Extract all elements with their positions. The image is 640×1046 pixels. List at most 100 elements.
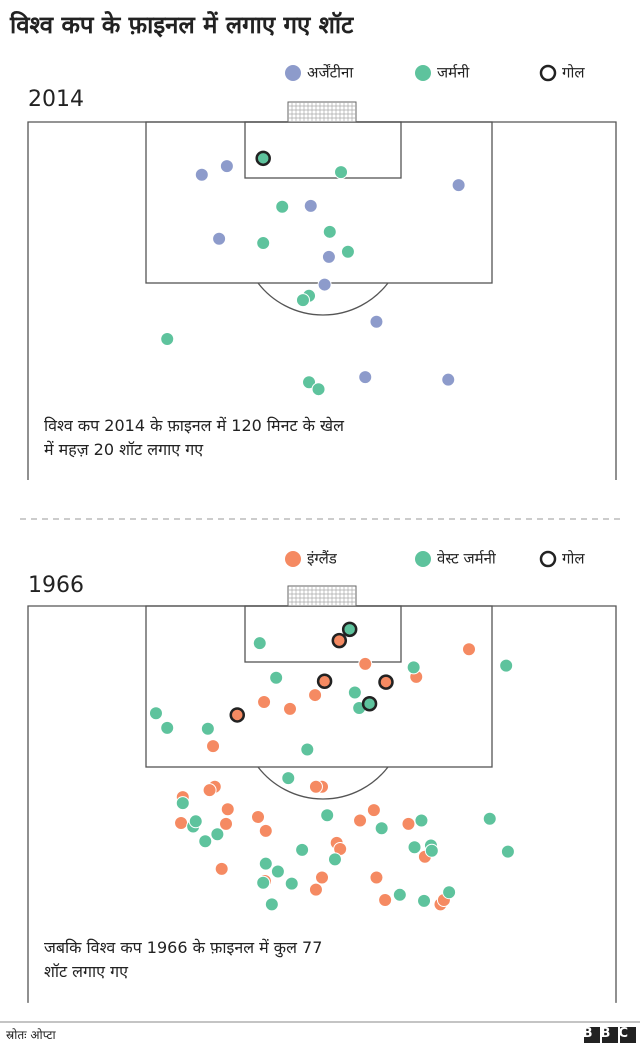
shot (366, 803, 381, 818)
shot (322, 224, 337, 239)
shot (499, 658, 514, 673)
six-yard-box (244, 121, 402, 179)
goal-shot (378, 674, 394, 690)
shot (347, 685, 362, 700)
shot (414, 813, 429, 828)
goal-shot (255, 150, 271, 167)
shot (353, 813, 368, 828)
legend-marker (285, 551, 301, 567)
shot (160, 332, 175, 347)
shot (257, 694, 272, 709)
shot (401, 816, 416, 831)
shot (256, 875, 271, 890)
goal-net (287, 585, 357, 607)
legend-marker (285, 65, 301, 81)
shot (340, 244, 355, 259)
shot (210, 827, 225, 842)
shot (194, 167, 209, 182)
shot (374, 821, 389, 836)
shot (251, 809, 266, 824)
shot (500, 844, 515, 859)
penalty-box (145, 121, 493, 284)
shot (300, 742, 315, 757)
shot (417, 893, 432, 908)
shot (441, 372, 456, 387)
shot (269, 670, 284, 685)
shot (270, 864, 285, 879)
shot (358, 656, 373, 671)
shot (308, 779, 323, 794)
shot (275, 199, 290, 214)
logo-box (584, 1027, 600, 1043)
goal-shot (331, 632, 348, 649)
shot (302, 375, 317, 390)
logo-box (602, 1027, 618, 1043)
goal-shot (229, 707, 246, 723)
shot (378, 893, 393, 907)
shot (281, 771, 296, 786)
shot (407, 840, 422, 855)
penalty-arc (257, 766, 389, 800)
shot (256, 236, 271, 251)
annotation: विश्व कप 2014 के फ़ाइनल में 120 मिनट के … (44, 416, 344, 459)
shot (369, 314, 384, 329)
logo-box (620, 1027, 636, 1043)
title: विश्व कप के फ़ाइनल में लगाए गए शॉट (10, 11, 354, 39)
shot (295, 293, 310, 308)
shot (160, 720, 175, 735)
shot (392, 887, 407, 902)
shot (451, 178, 466, 193)
shot (358, 370, 373, 385)
year-label: 1966 (28, 573, 84, 598)
goal-shot (316, 673, 333, 689)
shot (482, 811, 497, 826)
shot (311, 382, 326, 397)
shot (406, 660, 421, 675)
goal-shot (341, 621, 358, 638)
shot (369, 870, 384, 885)
shot (284, 876, 299, 891)
shot (219, 816, 234, 831)
shot (252, 636, 267, 651)
shot (462, 642, 476, 657)
legend-marker (539, 550, 557, 568)
shot (258, 856, 273, 871)
shot (206, 739, 221, 754)
legend-label: गोल (562, 550, 585, 568)
shot (202, 783, 217, 798)
legend-marker (539, 64, 557, 82)
shot (188, 814, 203, 829)
legend-label: गोल (562, 64, 585, 82)
annotation: जबकि विश्व कप 1966 के फ़ाइनल में कुल 77 … (44, 938, 323, 981)
shot (321, 249, 336, 264)
legend-label: जर्मनी (437, 64, 470, 82)
shot (315, 870, 329, 885)
shot (212, 231, 227, 246)
shot (219, 159, 234, 174)
year-label: 2014 (28, 87, 84, 112)
legend-label: वेस्ट जर्मनी (437, 550, 497, 568)
shot (198, 834, 213, 849)
shot (442, 885, 457, 900)
penalty-arc (257, 282, 389, 316)
six-yard-box (244, 605, 402, 663)
shot (317, 277, 332, 292)
shot (148, 706, 163, 721)
shot (424, 843, 439, 858)
legend-marker (415, 551, 431, 567)
goal-shot (361, 695, 378, 712)
source: स्रोतः ओप्टा (6, 1028, 56, 1042)
shot (320, 808, 335, 823)
shot (327, 852, 342, 867)
logo: BBC (582, 1026, 636, 1041)
shot (295, 842, 310, 857)
shot (283, 701, 298, 716)
shot (308, 688, 323, 703)
shot (175, 796, 190, 811)
shot (200, 721, 215, 736)
shot (303, 198, 318, 213)
shot (174, 816, 189, 831)
shot (258, 823, 273, 838)
legend-label: अर्जेंटीना (307, 64, 354, 82)
legend-label: इंग्लैंड (307, 550, 338, 568)
